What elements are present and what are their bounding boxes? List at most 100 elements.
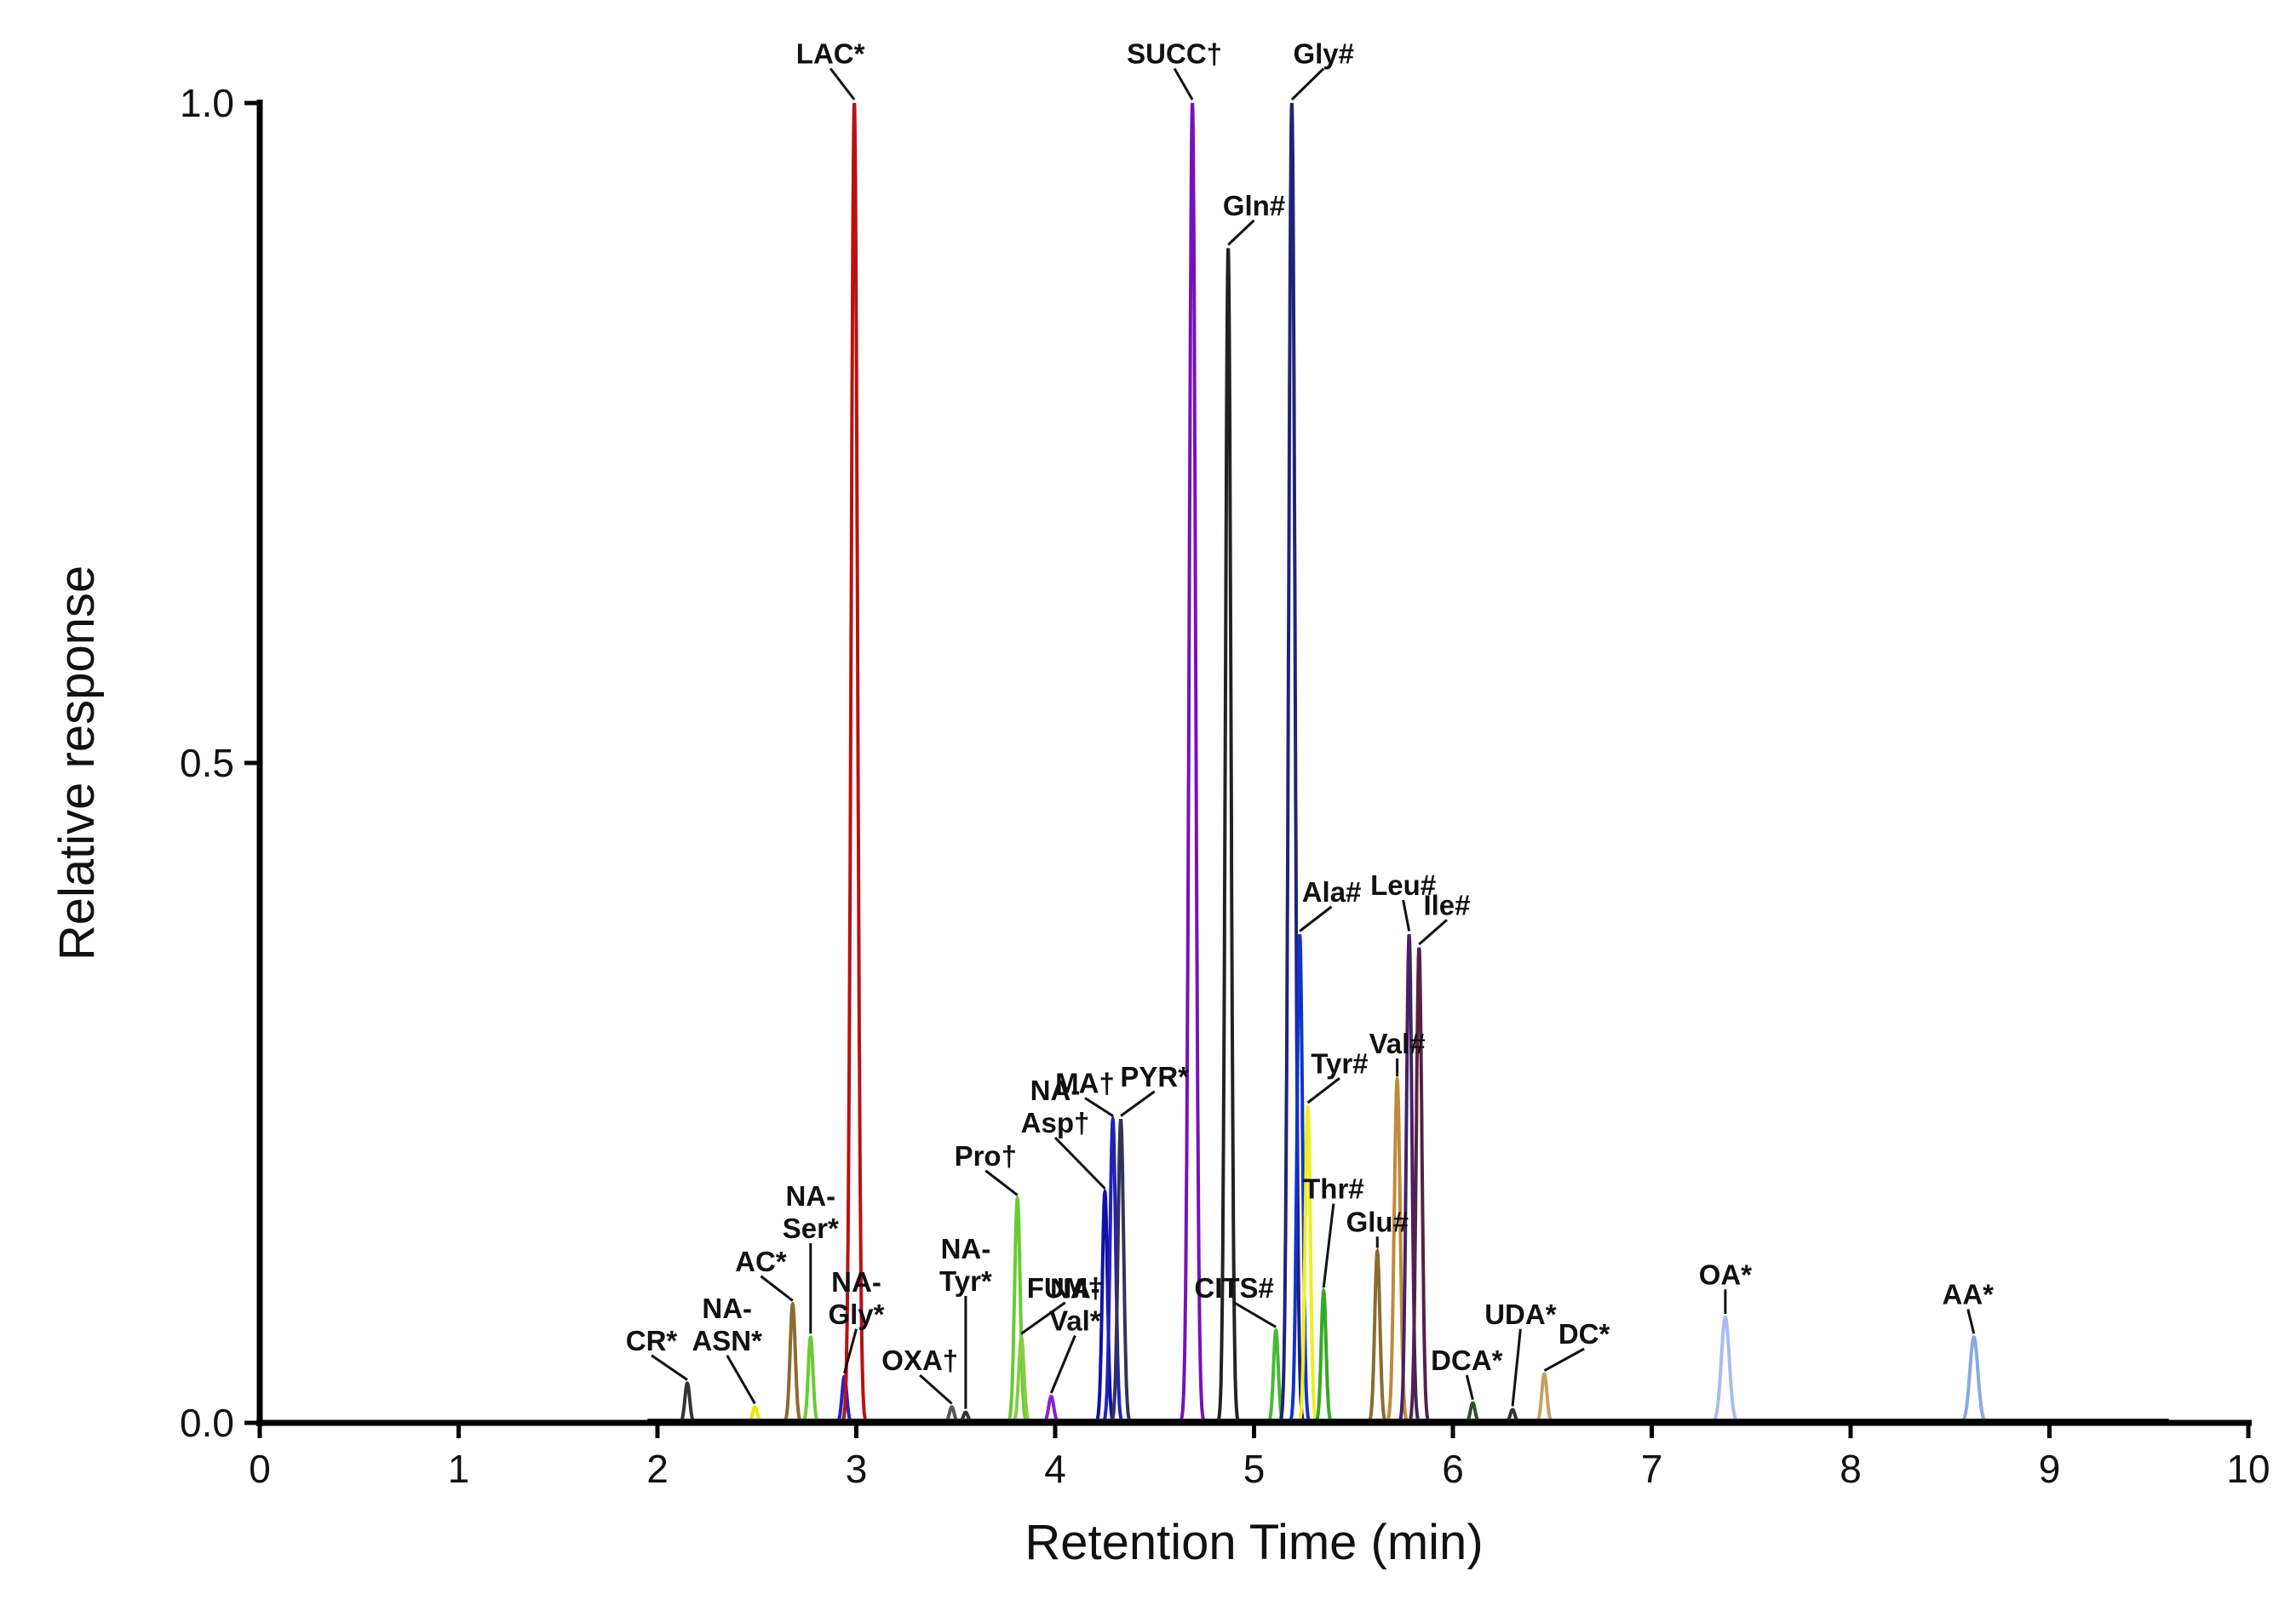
peak-label: CR* [626, 1325, 678, 1356]
peak-leader-line [760, 1275, 794, 1302]
x-tick-label: 8 [1840, 1447, 1862, 1491]
y-axis-title: Relative response [49, 565, 105, 960]
x-tick-label: 6 [1442, 1447, 1464, 1491]
peak-trace [801, 1335, 820, 1425]
peak-leader-line [1402, 899, 1411, 932]
peak-trace [1408, 947, 1431, 1423]
peak-label: Ser* [783, 1213, 839, 1244]
peak-label: DC* [1558, 1318, 1610, 1350]
peak-label: AC* [735, 1246, 787, 1277]
peak-leader-line [919, 1373, 953, 1405]
peak-label: Gly* [828, 1299, 884, 1330]
peak-leader-line [1290, 67, 1325, 101]
peak-trace [1367, 1247, 1388, 1425]
peak-leader-line [1084, 1097, 1114, 1117]
peak-label: AA* [1943, 1279, 1995, 1310]
peak-leader-line [1966, 1309, 1976, 1334]
ticks-layer: 0 1 2 3 4 5 6 7 8 9 10 0.0 0.5 1.0 [180, 81, 2270, 1491]
peak-trace [1959, 1335, 1989, 1425]
peak-leader-line [1418, 919, 1448, 946]
x-tick-label: 2 [646, 1447, 669, 1491]
peak-label: Val* [1049, 1305, 1101, 1337]
peak-labels-layer: CR*NA-ASN*AC*NA-Ser*NA-Gly*LAC*OXA†NA-Ty… [626, 38, 1994, 1409]
x-tick-label: 1 [448, 1447, 470, 1491]
peak-label: NA- [1030, 1075, 1081, 1106]
peak-label: CITS# [1194, 1272, 1274, 1304]
peak-leader-line [1543, 1347, 1585, 1372]
peak-leader-line [1306, 1077, 1340, 1104]
peak-label: LAC* [796, 38, 865, 70]
peak-label: Pro† [955, 1140, 1017, 1172]
peak-trace [1110, 1118, 1132, 1424]
peak-trace [1006, 1195, 1029, 1425]
peak-label: Tyr# [1311, 1047, 1368, 1079]
peak-label: OA* [1699, 1259, 1753, 1290]
peak-leader-line [1299, 905, 1333, 932]
peak-leader-line [829, 67, 856, 100]
peak-label: FUM† [1027, 1272, 1104, 1304]
peak-leader-line [1322, 1203, 1335, 1288]
peak-trace [677, 1381, 697, 1425]
axes-layer [256, 100, 2252, 1426]
peak-label: Val# [1369, 1028, 1426, 1059]
peak-leader-line [984, 1169, 1019, 1196]
peak-trace [841, 102, 868, 1421]
peak-label: Asp† [1021, 1107, 1090, 1138]
peak-trace [1385, 1073, 1409, 1424]
peak-label: Glu# [1346, 1206, 1409, 1237]
peak-trace [782, 1301, 803, 1425]
peak-label: UDA* [1484, 1299, 1556, 1330]
x-tick-label: 10 [2226, 1447, 2270, 1491]
peak-label: NA- [831, 1266, 881, 1298]
x-tick-label: 9 [2039, 1447, 2061, 1491]
peak-trace [1398, 934, 1421, 1424]
peak-leader-line [1053, 1136, 1106, 1190]
x-tick-label: 0 [249, 1447, 271, 1491]
peak-label: Thr# [1303, 1173, 1364, 1205]
y-tick-label: 0.0 [180, 1401, 234, 1445]
peak-label: NA- [785, 1180, 835, 1212]
peak-leader-line [1465, 1374, 1474, 1401]
y-tick-label: 0.5 [180, 741, 234, 785]
peak-leader-line [651, 1354, 688, 1381]
peak-leader-line [1233, 1301, 1277, 1328]
peak-leader-line [1120, 1090, 1156, 1117]
peak-label: Gln# [1223, 190, 1285, 221]
peak-leader-line [1511, 1328, 1522, 1407]
x-tick-label: 5 [1243, 1447, 1266, 1491]
peak-trace [1216, 248, 1240, 1421]
peak-label: NA- [702, 1293, 752, 1324]
peak-trace [1180, 102, 1206, 1421]
peak-label: ASN* [692, 1325, 762, 1356]
peak-trace [1534, 1372, 1555, 1425]
peak-trace [1011, 1335, 1032, 1425]
peak-trace [1297, 1105, 1318, 1424]
peak-leader-line [726, 1355, 756, 1405]
peak-label: Ala# [1302, 876, 1362, 908]
peak-label: SUCC† [1127, 38, 1222, 70]
peak-trace [1101, 1114, 1124, 1424]
peak-leader-line [1227, 219, 1255, 246]
x-tick-label: 3 [846, 1447, 868, 1491]
peak-label: Leu# [1370, 869, 1436, 901]
peak-label: NA- [941, 1233, 991, 1264]
peak-trace [1094, 1188, 1116, 1425]
x-tick-label: 4 [1044, 1447, 1066, 1491]
peak-label: DCA* [1431, 1345, 1502, 1376]
peak-leader-line [843, 1328, 858, 1374]
x-axis-title: Retention Time (min) [1025, 1515, 1483, 1570]
peak-leader-line [1173, 67, 1194, 100]
peak-trace [1278, 102, 1305, 1421]
peak-label: OXA† [881, 1345, 958, 1376]
peak-leader-line [1049, 1334, 1076, 1394]
peak-label: Gly# [1293, 38, 1354, 70]
x-tick-label: 7 [1641, 1447, 1663, 1491]
peak-trace [1711, 1315, 1740, 1425]
peak-leader-line [1020, 1301, 1066, 1335]
peak-trace [1289, 934, 1312, 1424]
peak-label: PYR* [1120, 1061, 1189, 1092]
peak-label: MA† [1055, 1068, 1115, 1099]
peak-label: Ile# [1423, 889, 1470, 920]
